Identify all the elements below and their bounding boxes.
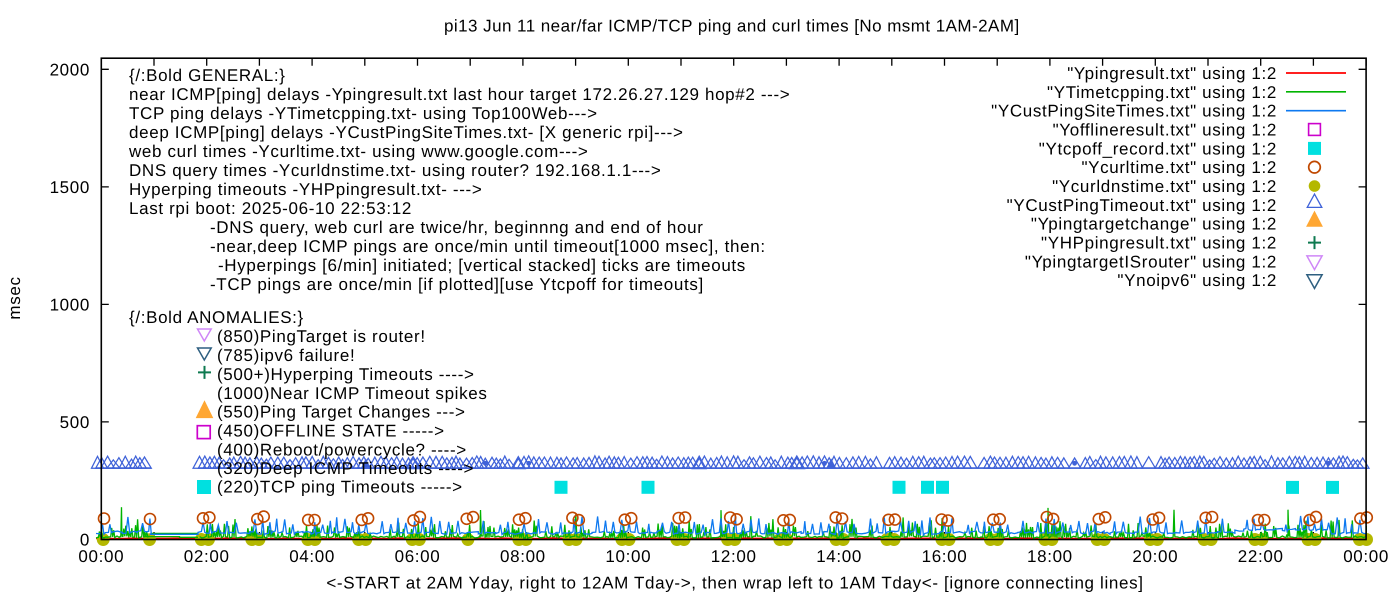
svg-text:1000: 1000 — [50, 295, 90, 314]
svg-text:(320)Deep ICMP Timeouts ---->: (320)Deep ICMP Timeouts ----> — [217, 459, 474, 478]
svg-text:"Ycurldnstime.txt" using 1:2: "Ycurldnstime.txt" using 1:2 — [1052, 177, 1277, 196]
svg-text:12:00: 12:00 — [711, 547, 757, 566]
svg-text:0: 0 — [80, 531, 90, 550]
svg-text:"Ycurltime.txt" using 1:2: "Ycurltime.txt" using 1:2 — [1081, 158, 1277, 177]
svg-text:"YCustPingTimeout.txt" using 1: "YCustPingTimeout.txt" using 1:2 — [1007, 196, 1277, 215]
svg-text:"Ypingtargetchange" using 1:2: "Ypingtargetchange" using 1:2 — [1031, 215, 1277, 234]
svg-text:-DNS query, web curl are twice: -DNS query, web curl are twice/hr, begin… — [210, 218, 704, 237]
svg-text:Last rpi boot: 2025-06-10 22:5: Last rpi boot: 2025-06-10 22:53:12 — [129, 199, 412, 218]
svg-text:Hyperping timeouts -YHPpingres: Hyperping timeouts -YHPpingresult.txt- -… — [129, 180, 482, 199]
svg-text:{/:Bold GENERAL:}: {/:Bold GENERAL:} — [129, 66, 286, 85]
svg-text:TCP ping delays -YTimetcpping.: TCP ping delays -YTimetcpping.txt- using… — [129, 104, 598, 123]
svg-text:00:00: 00:00 — [78, 547, 124, 566]
svg-text:"Yofflineresult.txt" using 1:2: "Yofflineresult.txt" using 1:2 — [1053, 121, 1277, 140]
svg-text:web curl times -Ycurltime.txt-: web curl times -Ycurltime.txt- using www… — [128, 142, 588, 161]
svg-text:22:00: 22:00 — [1238, 547, 1284, 566]
svg-text:(1000)Near ICMP Timeout spikes: (1000)Near ICMP Timeout spikes — [217, 384, 488, 403]
svg-text:1500: 1500 — [50, 178, 90, 197]
svg-text:02:00: 02:00 — [184, 547, 230, 566]
svg-text:near ICMP[ping] delays -Ypingr: near ICMP[ping] delays -Ypingresult.txt … — [129, 85, 790, 104]
svg-text:"YpingtargetISrouter" using 1:: "YpingtargetISrouter" using 1:2 — [1025, 252, 1277, 271]
svg-text:06:00: 06:00 — [395, 547, 441, 566]
svg-text:deep ICMP[ping] delays -YCustP: deep ICMP[ping] delays -YCustPingSiteTim… — [129, 123, 684, 142]
svg-text:"Ypingresult.txt" using 1:2: "Ypingresult.txt" using 1:2 — [1067, 64, 1277, 83]
svg-text:"YHPpingresult.txt" using 1:2: "YHPpingresult.txt" using 1:2 — [1041, 234, 1277, 253]
svg-text:(400)Reboot/powercycle? ---->: (400)Reboot/powercycle? ----> — [217, 441, 467, 460]
svg-text:(450)OFFLINE STATE ----->: (450)OFFLINE STATE -----> — [217, 422, 445, 441]
svg-text:20:00: 20:00 — [1132, 547, 1178, 566]
svg-text:"Ynoipv6" using 1:2: "Ynoipv6" using 1:2 — [1117, 271, 1277, 290]
svg-text:"YTimetcpping.txt" using 1:2: "YTimetcpping.txt" using 1:2 — [1047, 83, 1277, 102]
svg-text:{/:Bold ANOMALIES:}: {/:Bold ANOMALIES:} — [129, 308, 304, 327]
svg-text:(550)Ping Target Changes --->: (550)Ping Target Changes ---> — [217, 403, 466, 422]
svg-text:18:00: 18:00 — [1027, 547, 1073, 566]
svg-text:<-START at 2AM Yday, right to: <-START at 2AM Yday, right to 12AM Tday-… — [326, 574, 1143, 593]
svg-text:-Hyperpings [6/min] initiated;: -Hyperpings [6/min] initiated; [vertical… — [218, 256, 746, 275]
svg-text:"Ytcpoff_record.txt" using 1:2: "Ytcpoff_record.txt" using 1:2 — [1039, 139, 1277, 158]
svg-text:-near,deep ICMP pings are once: -near,deep ICMP pings are once/min until… — [210, 237, 766, 256]
svg-text:00:00: 00:00 — [1343, 547, 1389, 566]
svg-text:(500+)Hyperping Timeouts ---->: (500+)Hyperping Timeouts ----> — [217, 365, 475, 384]
svg-text:pi13 Jun 11 near/far ICMP/TCP: pi13 Jun 11 near/far ICMP/TCP ping and c… — [444, 17, 1020, 36]
svg-text:(220)TCP ping Timeouts ----->: (220)TCP ping Timeouts -----> — [217, 478, 463, 497]
svg-text:500: 500 — [60, 413, 90, 432]
svg-text:DNS query times -Ycurldnstime.: DNS query times -Ycurldnstime.txt- using… — [129, 161, 661, 180]
svg-text:2000: 2000 — [50, 60, 90, 79]
svg-text:"YCustPingSiteTimes.txt" using: "YCustPingSiteTimes.txt" using 1:2 — [991, 102, 1277, 121]
svg-text:14:00: 14:00 — [816, 547, 862, 566]
svg-text:(785)ipv6 failure!: (785)ipv6 failure! — [217, 346, 355, 365]
svg-text:10:00: 10:00 — [605, 547, 651, 566]
svg-text:msec: msec — [5, 276, 24, 319]
svg-text:08:00: 08:00 — [500, 547, 546, 566]
svg-text:16:00: 16:00 — [922, 547, 968, 566]
svg-text:-TCP pings are once/min [if pl: -TCP pings are once/min [if plotted][use… — [210, 275, 704, 294]
svg-text:(850)PingTarget is router!: (850)PingTarget is router! — [217, 327, 426, 346]
svg-text:04:00: 04:00 — [289, 547, 335, 566]
